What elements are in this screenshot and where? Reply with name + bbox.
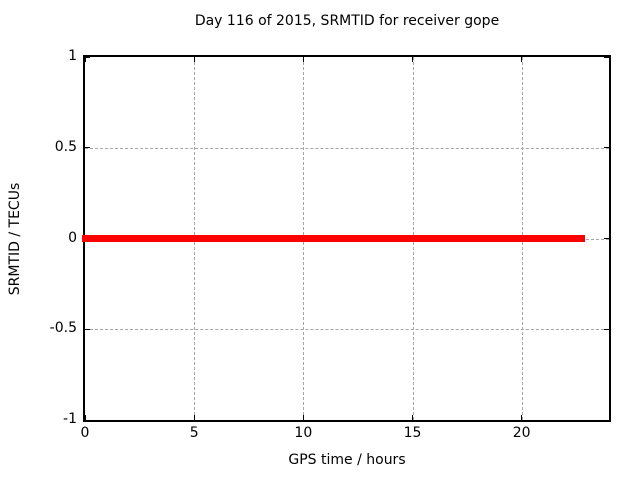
y-tick-mark-right	[604, 238, 609, 239]
x-tick-mark-top	[521, 57, 523, 62]
y-tick-mark-right	[604, 328, 609, 330]
x-tick-mark-bottom	[521, 415, 523, 420]
x-tick-mark-top	[302, 57, 304, 62]
x-tick-mark-top	[412, 57, 413, 62]
chart-title: Day 116 of 2015, SRMTID for receiver gop…	[194, 13, 500, 29]
y-tick-mark-right	[604, 419, 609, 421]
x-axis-label: GPS time / hours	[288, 452, 406, 468]
x-tick-mark-bottom	[302, 415, 304, 420]
x-tick-label: 15	[403, 425, 422, 441]
y-tick-label: 0	[68, 229, 77, 246]
x-tick-mark-bottom	[84, 415, 86, 420]
x-tick-label: 0	[80, 425, 90, 441]
y-tick-mark-right	[604, 147, 609, 149]
x-tick-mark-bottom	[193, 415, 195, 420]
x-tick-label: 5	[189, 425, 199, 441]
x-tick-mark-bottom	[412, 415, 413, 420]
y-tick-mark-left	[85, 147, 90, 149]
y-tick-mark-left	[85, 56, 90, 58]
y-tick-label: -1	[63, 411, 77, 427]
y-tick-label: 0.5	[54, 138, 77, 155]
y-tick-mark-left	[85, 328, 90, 330]
y-tick-mark-right	[604, 56, 609, 58]
plot-area	[82, 55, 611, 422]
y-tick-label: 1	[68, 48, 77, 64]
x-tick-mark-top	[193, 57, 195, 62]
grid-line-horizontal	[85, 329, 609, 331]
x-tick-label: 20	[512, 425, 531, 441]
y-tick-label: -0.5	[49, 320, 77, 337]
series-line-srmtid	[82, 235, 585, 242]
x-tick-mark-top	[84, 57, 86, 62]
y-axis-label: SRMTID / TECUs	[7, 182, 23, 296]
y-tick-mark-left	[85, 419, 90, 421]
x-tick-label: 10	[294, 425, 313, 441]
grid-line-horizontal	[85, 147, 609, 149]
